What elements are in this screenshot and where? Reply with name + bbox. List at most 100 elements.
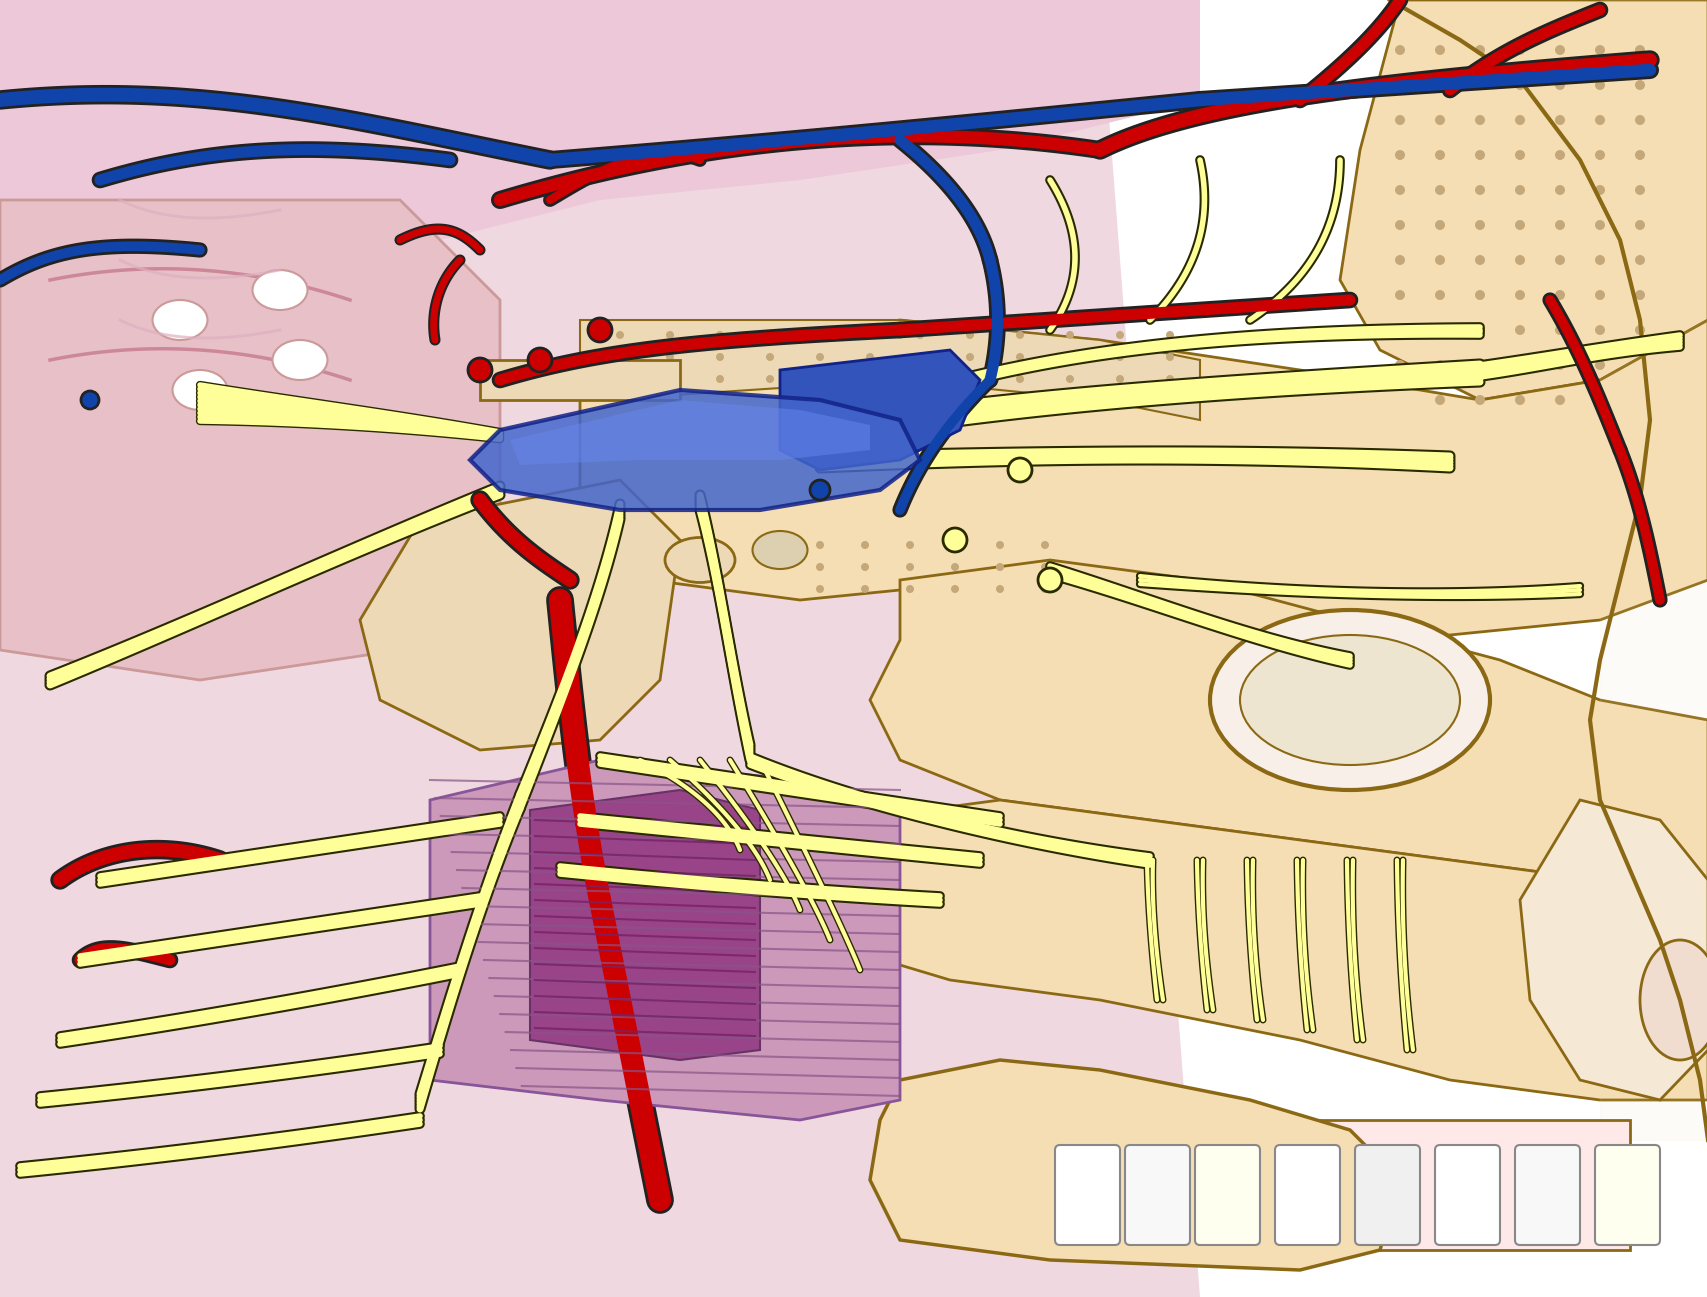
Circle shape: [80, 390, 99, 409]
Circle shape: [1434, 220, 1444, 230]
Circle shape: [1634, 256, 1644, 265]
Circle shape: [1475, 396, 1483, 405]
Circle shape: [905, 585, 913, 593]
Polygon shape: [529, 790, 760, 1060]
FancyBboxPatch shape: [1594, 1145, 1659, 1245]
FancyBboxPatch shape: [1514, 1145, 1579, 1245]
Polygon shape: [780, 350, 980, 470]
Circle shape: [1553, 45, 1564, 54]
Circle shape: [1434, 326, 1444, 335]
Circle shape: [1395, 361, 1405, 370]
Circle shape: [1553, 291, 1564, 300]
Circle shape: [1594, 291, 1605, 300]
Circle shape: [1065, 375, 1074, 383]
Circle shape: [1395, 291, 1405, 300]
Circle shape: [1115, 375, 1123, 383]
Circle shape: [816, 541, 823, 549]
Circle shape: [860, 563, 869, 571]
Circle shape: [1395, 326, 1405, 335]
Circle shape: [1007, 458, 1031, 482]
Circle shape: [1634, 150, 1644, 160]
Circle shape: [1016, 353, 1024, 361]
Circle shape: [1115, 353, 1123, 361]
Circle shape: [1514, 185, 1524, 195]
Circle shape: [915, 375, 923, 383]
Circle shape: [816, 353, 823, 361]
Circle shape: [1594, 220, 1605, 230]
Ellipse shape: [753, 530, 807, 569]
Circle shape: [1514, 150, 1524, 160]
Polygon shape: [480, 361, 679, 399]
Circle shape: [1395, 45, 1405, 54]
Circle shape: [715, 353, 724, 361]
Ellipse shape: [273, 340, 328, 380]
Circle shape: [1594, 256, 1605, 265]
Circle shape: [1434, 150, 1444, 160]
Circle shape: [1514, 80, 1524, 89]
Circle shape: [1475, 115, 1483, 125]
Circle shape: [1395, 80, 1405, 89]
Circle shape: [865, 353, 874, 361]
Circle shape: [1475, 220, 1483, 230]
Circle shape: [995, 585, 1004, 593]
Circle shape: [966, 353, 973, 361]
Polygon shape: [869, 1060, 1400, 1270]
Circle shape: [865, 375, 874, 383]
Polygon shape: [0, 200, 500, 680]
Circle shape: [1514, 326, 1524, 335]
Circle shape: [951, 563, 958, 571]
Polygon shape: [430, 760, 900, 1121]
Circle shape: [1634, 115, 1644, 125]
Circle shape: [1475, 291, 1483, 300]
Circle shape: [816, 585, 823, 593]
FancyBboxPatch shape: [1273, 1145, 1340, 1245]
Circle shape: [1553, 256, 1564, 265]
Bar: [1050, 1121, 1628, 1250]
Circle shape: [468, 358, 492, 383]
Circle shape: [616, 353, 623, 361]
Circle shape: [765, 353, 773, 361]
Circle shape: [1395, 220, 1405, 230]
Circle shape: [1594, 326, 1605, 335]
Circle shape: [1016, 331, 1024, 339]
Circle shape: [860, 585, 869, 593]
Circle shape: [1166, 375, 1173, 383]
Circle shape: [942, 528, 966, 553]
Circle shape: [1553, 150, 1564, 160]
Circle shape: [1016, 375, 1024, 383]
Circle shape: [951, 541, 958, 549]
Circle shape: [1594, 150, 1605, 160]
Circle shape: [1514, 220, 1524, 230]
Circle shape: [1475, 185, 1483, 195]
Circle shape: [1514, 115, 1524, 125]
Circle shape: [1040, 541, 1048, 549]
Circle shape: [1514, 291, 1524, 300]
Circle shape: [1434, 185, 1444, 195]
Circle shape: [860, 541, 869, 549]
Circle shape: [1553, 220, 1564, 230]
Circle shape: [1634, 291, 1644, 300]
Circle shape: [1514, 396, 1524, 405]
Circle shape: [1065, 353, 1074, 361]
Circle shape: [905, 563, 913, 571]
Circle shape: [1475, 326, 1483, 335]
Circle shape: [1434, 361, 1444, 370]
Circle shape: [1040, 585, 1048, 593]
Circle shape: [1553, 361, 1564, 370]
Circle shape: [816, 563, 823, 571]
Circle shape: [809, 480, 830, 501]
FancyBboxPatch shape: [1125, 1145, 1190, 1245]
Circle shape: [1634, 45, 1644, 54]
Circle shape: [1594, 80, 1605, 89]
Circle shape: [1395, 150, 1405, 160]
Circle shape: [1434, 291, 1444, 300]
Circle shape: [1634, 185, 1644, 195]
Circle shape: [1553, 396, 1564, 405]
FancyBboxPatch shape: [1354, 1145, 1419, 1245]
Circle shape: [1434, 396, 1444, 405]
Polygon shape: [360, 480, 679, 750]
Circle shape: [1475, 361, 1483, 370]
Circle shape: [1594, 185, 1605, 195]
Circle shape: [1514, 256, 1524, 265]
Ellipse shape: [1209, 610, 1489, 790]
